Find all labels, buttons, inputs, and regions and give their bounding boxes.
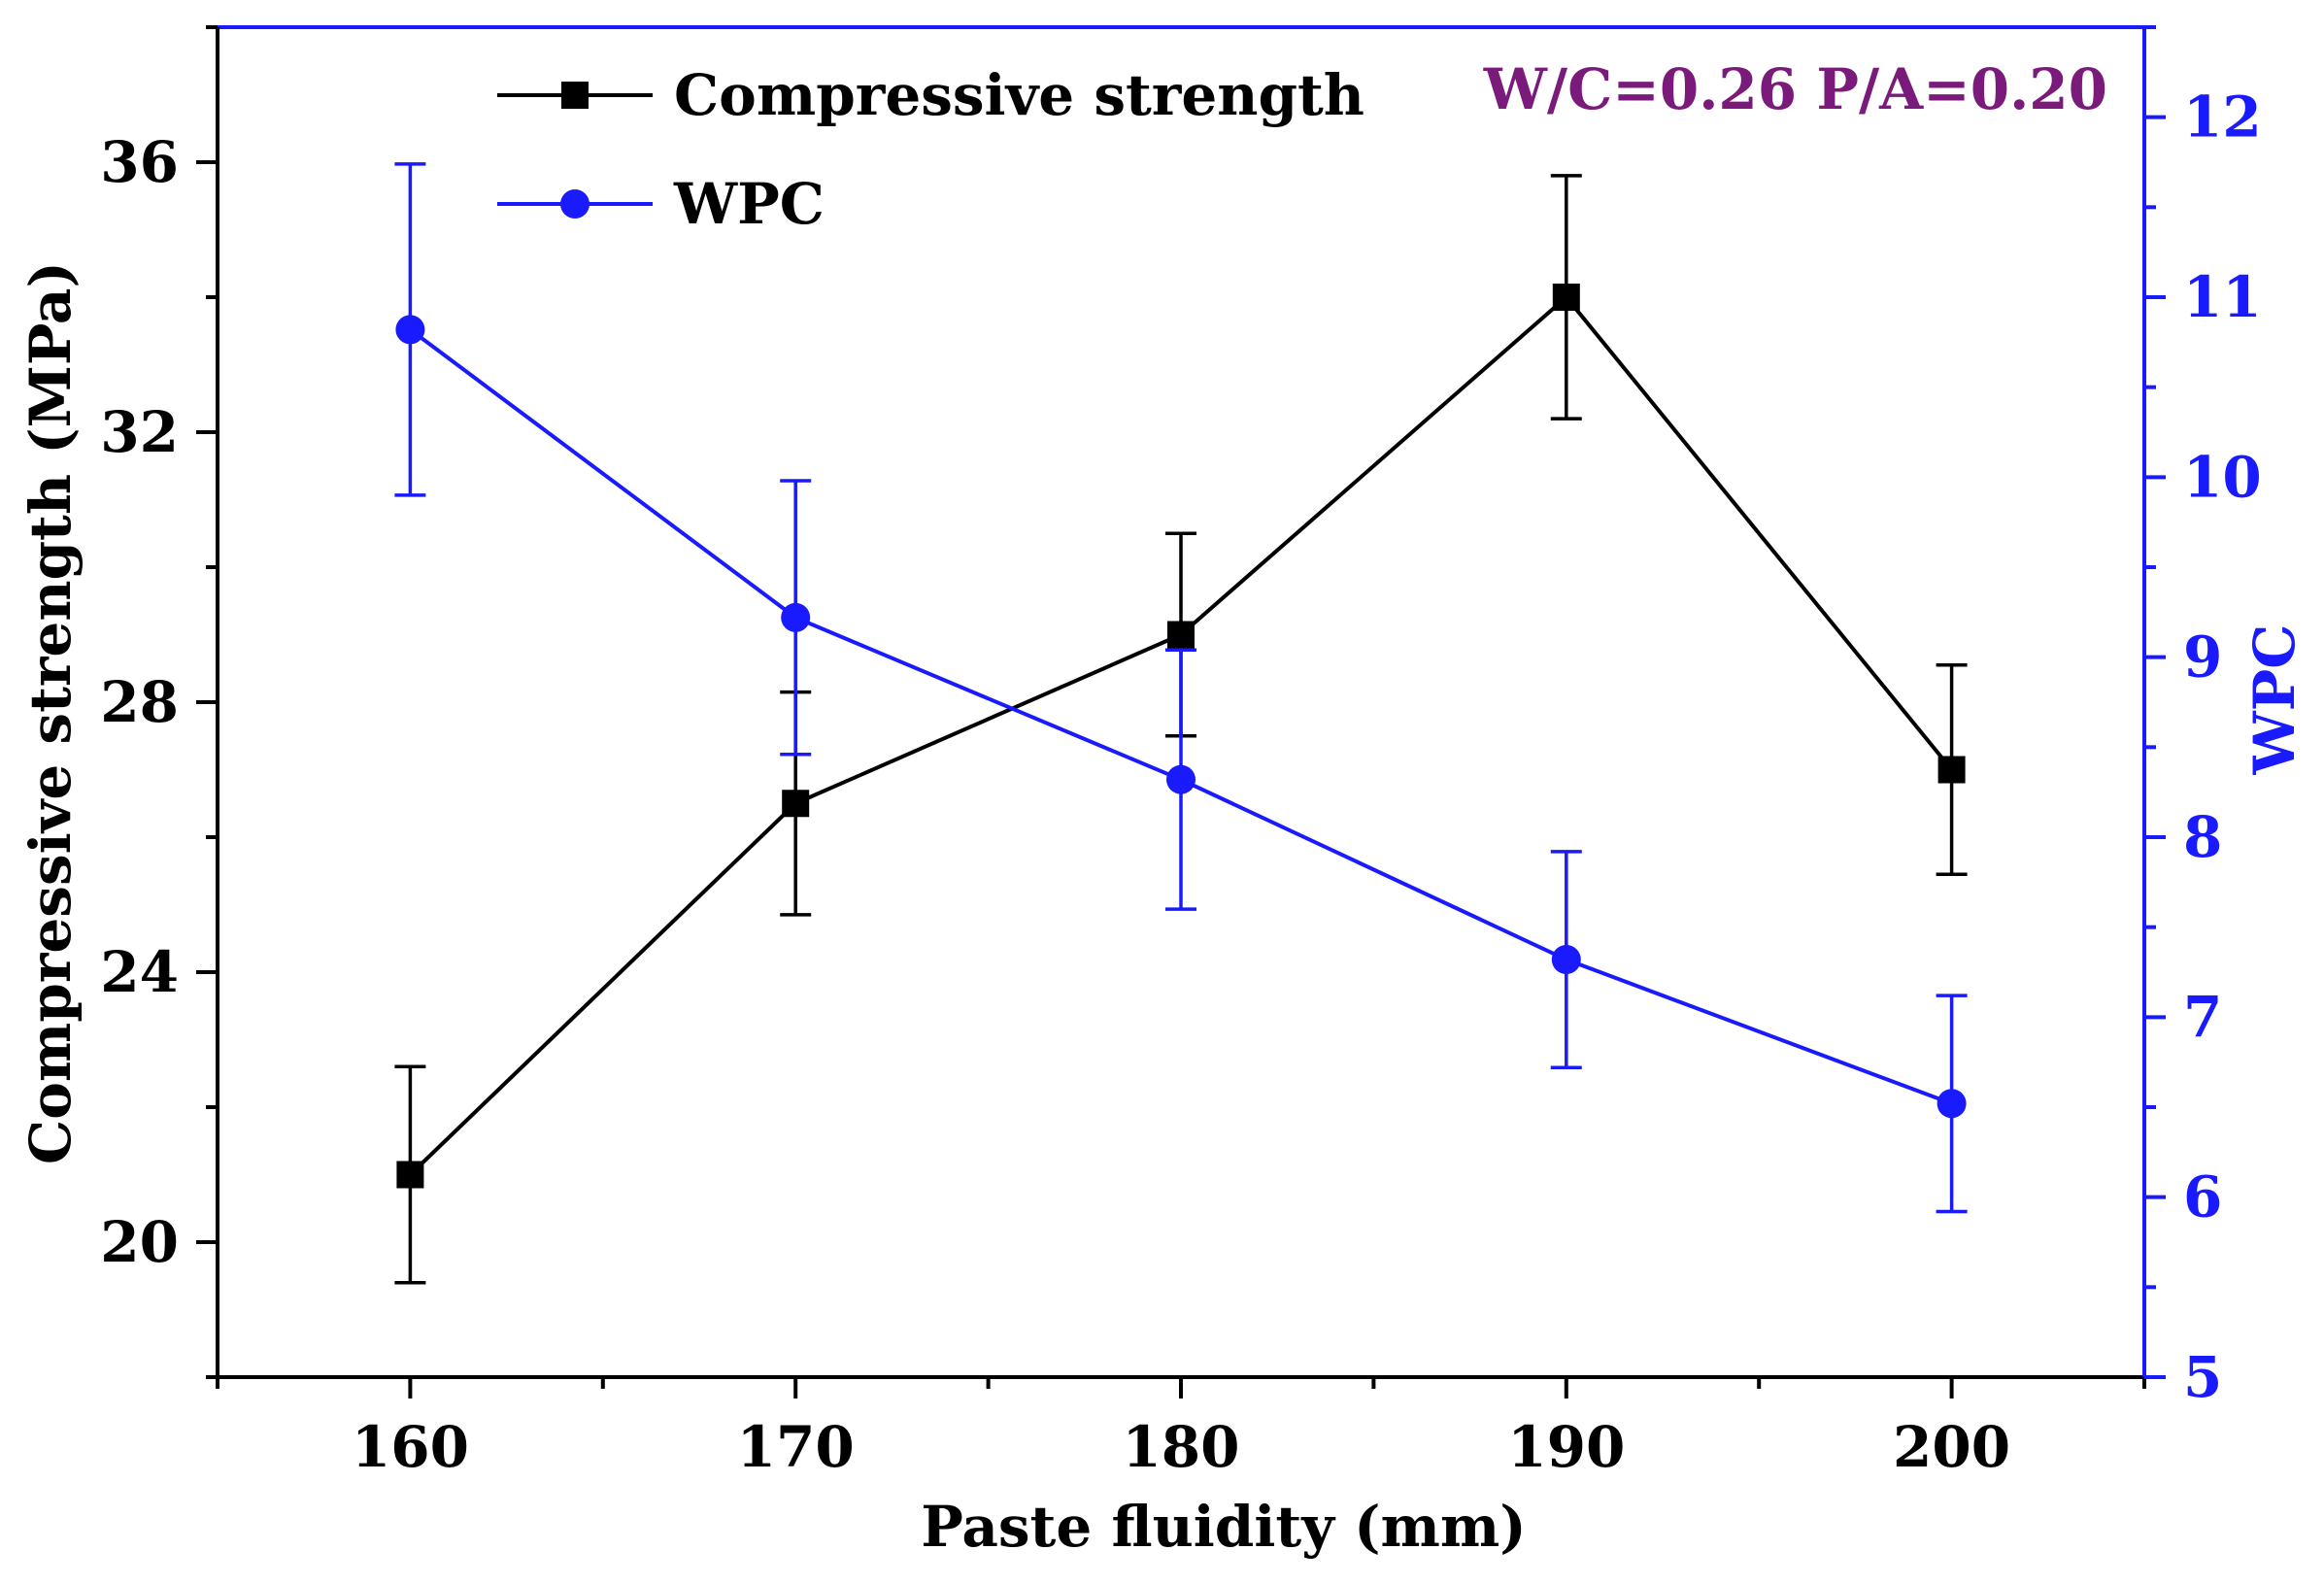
data-point-compressive-strength (1937, 756, 1966, 784)
x-tick-label: 160 (352, 1414, 469, 1480)
legend-marker-wpc (560, 189, 589, 219)
y-axis-right: 5 6 7 8 9 10 11 12 (2144, 25, 2262, 1410)
annotation-label: W/C=0.26 P/A=0.20 (1483, 56, 2107, 122)
x-tick-label: 180 (1122, 1414, 1239, 1480)
x-tick-label: 170 (737, 1414, 855, 1480)
y-left-tick-label: 24 (100, 939, 179, 1005)
legend-item-compressive-strength: Compressive strength (497, 62, 1364, 128)
data-point-compressive-strength (396, 1161, 424, 1189)
y-right-tick-label: 11 (2183, 264, 2262, 330)
y-right-tick-label: 6 (2183, 1164, 2222, 1230)
y-left-tick-label: 20 (100, 1209, 179, 1275)
data-point-compressive-strength (782, 790, 810, 818)
series-wpc (394, 162, 1968, 1214)
y-left-tick-label: 36 (100, 129, 179, 195)
data-point-compressive-strength (1552, 284, 1580, 311)
legend-item-wpc: WPC (497, 171, 825, 237)
legend-label-compressive-strength: Compressive strength (674, 62, 1364, 128)
x-axis: 160 170 180 190 200 (216, 1377, 2146, 1480)
y-left-tick-label: 28 (100, 669, 179, 735)
legend-label-wpc: WPC (673, 171, 825, 237)
data-point-wpc (1937, 1089, 1967, 1119)
data-point-wpc (1551, 945, 1581, 975)
series-layer (394, 162, 1968, 1285)
y-axis-right-title: WPC (2241, 624, 2307, 776)
y-left-tick-label: 32 (100, 399, 179, 465)
legend: Compressive strength WPC (497, 62, 1364, 237)
x-tick-label: 190 (1507, 1414, 1625, 1480)
y-right-tick-label: 8 (2183, 804, 2222, 870)
y-axis-left-title: Compressive strength (MPa) (17, 261, 84, 1164)
x-axis-title: Paste fluidity (mm) (921, 1494, 1526, 1560)
y-right-tick-label: 7 (2183, 984, 2222, 1050)
data-point-wpc (395, 315, 425, 345)
y-right-tick-label: 9 (2183, 624, 2222, 691)
data-point-wpc (1166, 764, 1196, 794)
data-point-wpc (781, 602, 811, 632)
x-tick-label: 200 (1893, 1414, 2010, 1480)
y-right-tick-label: 12 (2183, 84, 2262, 151)
y-right-tick-label: 10 (2183, 444, 2262, 510)
y-right-tick-label: 5 (2183, 1344, 2222, 1410)
data-point-compressive-strength (1167, 621, 1195, 649)
legend-marker-compressive-strength (561, 82, 589, 109)
y-axis-left: 20 24 28 32 36 (100, 25, 218, 1379)
